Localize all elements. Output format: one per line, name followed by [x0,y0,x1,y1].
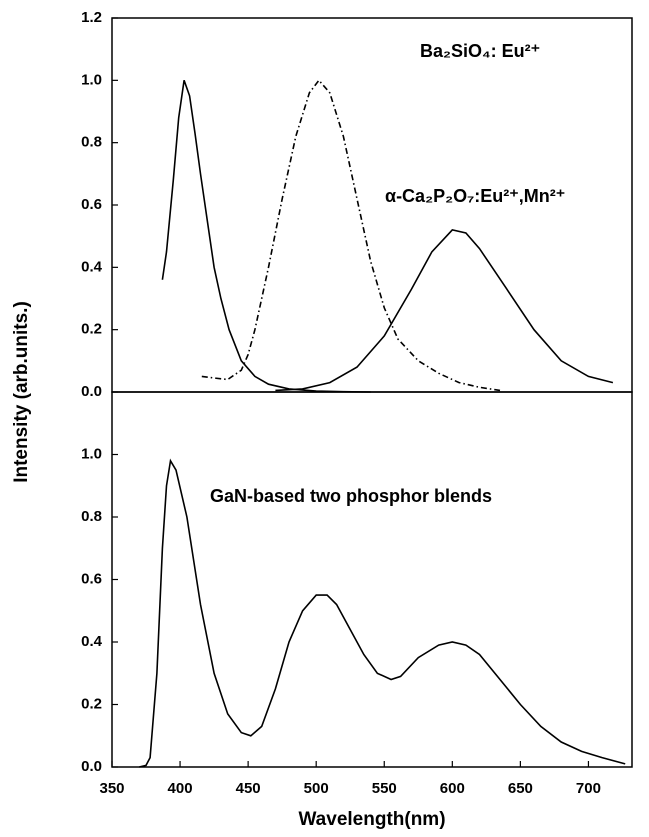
x-tick-label: 650 [508,780,533,797]
y-tick-label: 0.0 [81,383,102,400]
y-tick-label: 0.2 [81,695,102,712]
annotation: Ba₂SiO₄: Eu²⁺ [420,41,540,61]
y-tick-label: 1.2 [81,9,102,26]
y-tick-label: 0.8 [81,134,102,151]
y-tick-label: 0.0 [81,758,102,775]
x-tick-label: 600 [440,780,465,797]
y-tick-label: 0.4 [81,633,103,650]
line-series [275,229,614,392]
annotation: α-Ca₂P₂O₇:Eu²⁺,Mn²⁺ [385,186,565,206]
line-series [201,79,501,392]
line-series [139,458,626,768]
x-tick-label: 700 [576,780,601,797]
x-tick-label: 550 [372,780,397,797]
y-axis-label: Intensity (arb.units.) [11,301,32,483]
y-tick-label: 0.2 [81,321,102,338]
y-tick-label: 0.6 [81,196,102,213]
y-tick-label: 1.0 [81,445,102,462]
annotation: GaN-based two phosphor blends [210,486,492,506]
x-tick-label: 400 [168,780,193,797]
y-tick-label: 0.6 [81,570,102,587]
x-axis-label: Wavelength(nm) [298,809,445,830]
x-tick-label: 450 [236,780,261,797]
x-tick-label: 350 [99,780,124,797]
y-tick-label: 1.0 [81,71,102,88]
x-tick-label: 500 [304,780,329,797]
line-series [161,80,371,393]
y-tick-label: 0.4 [81,258,103,275]
y-tick-label: 0.8 [81,508,102,525]
plot-frame [111,391,633,768]
